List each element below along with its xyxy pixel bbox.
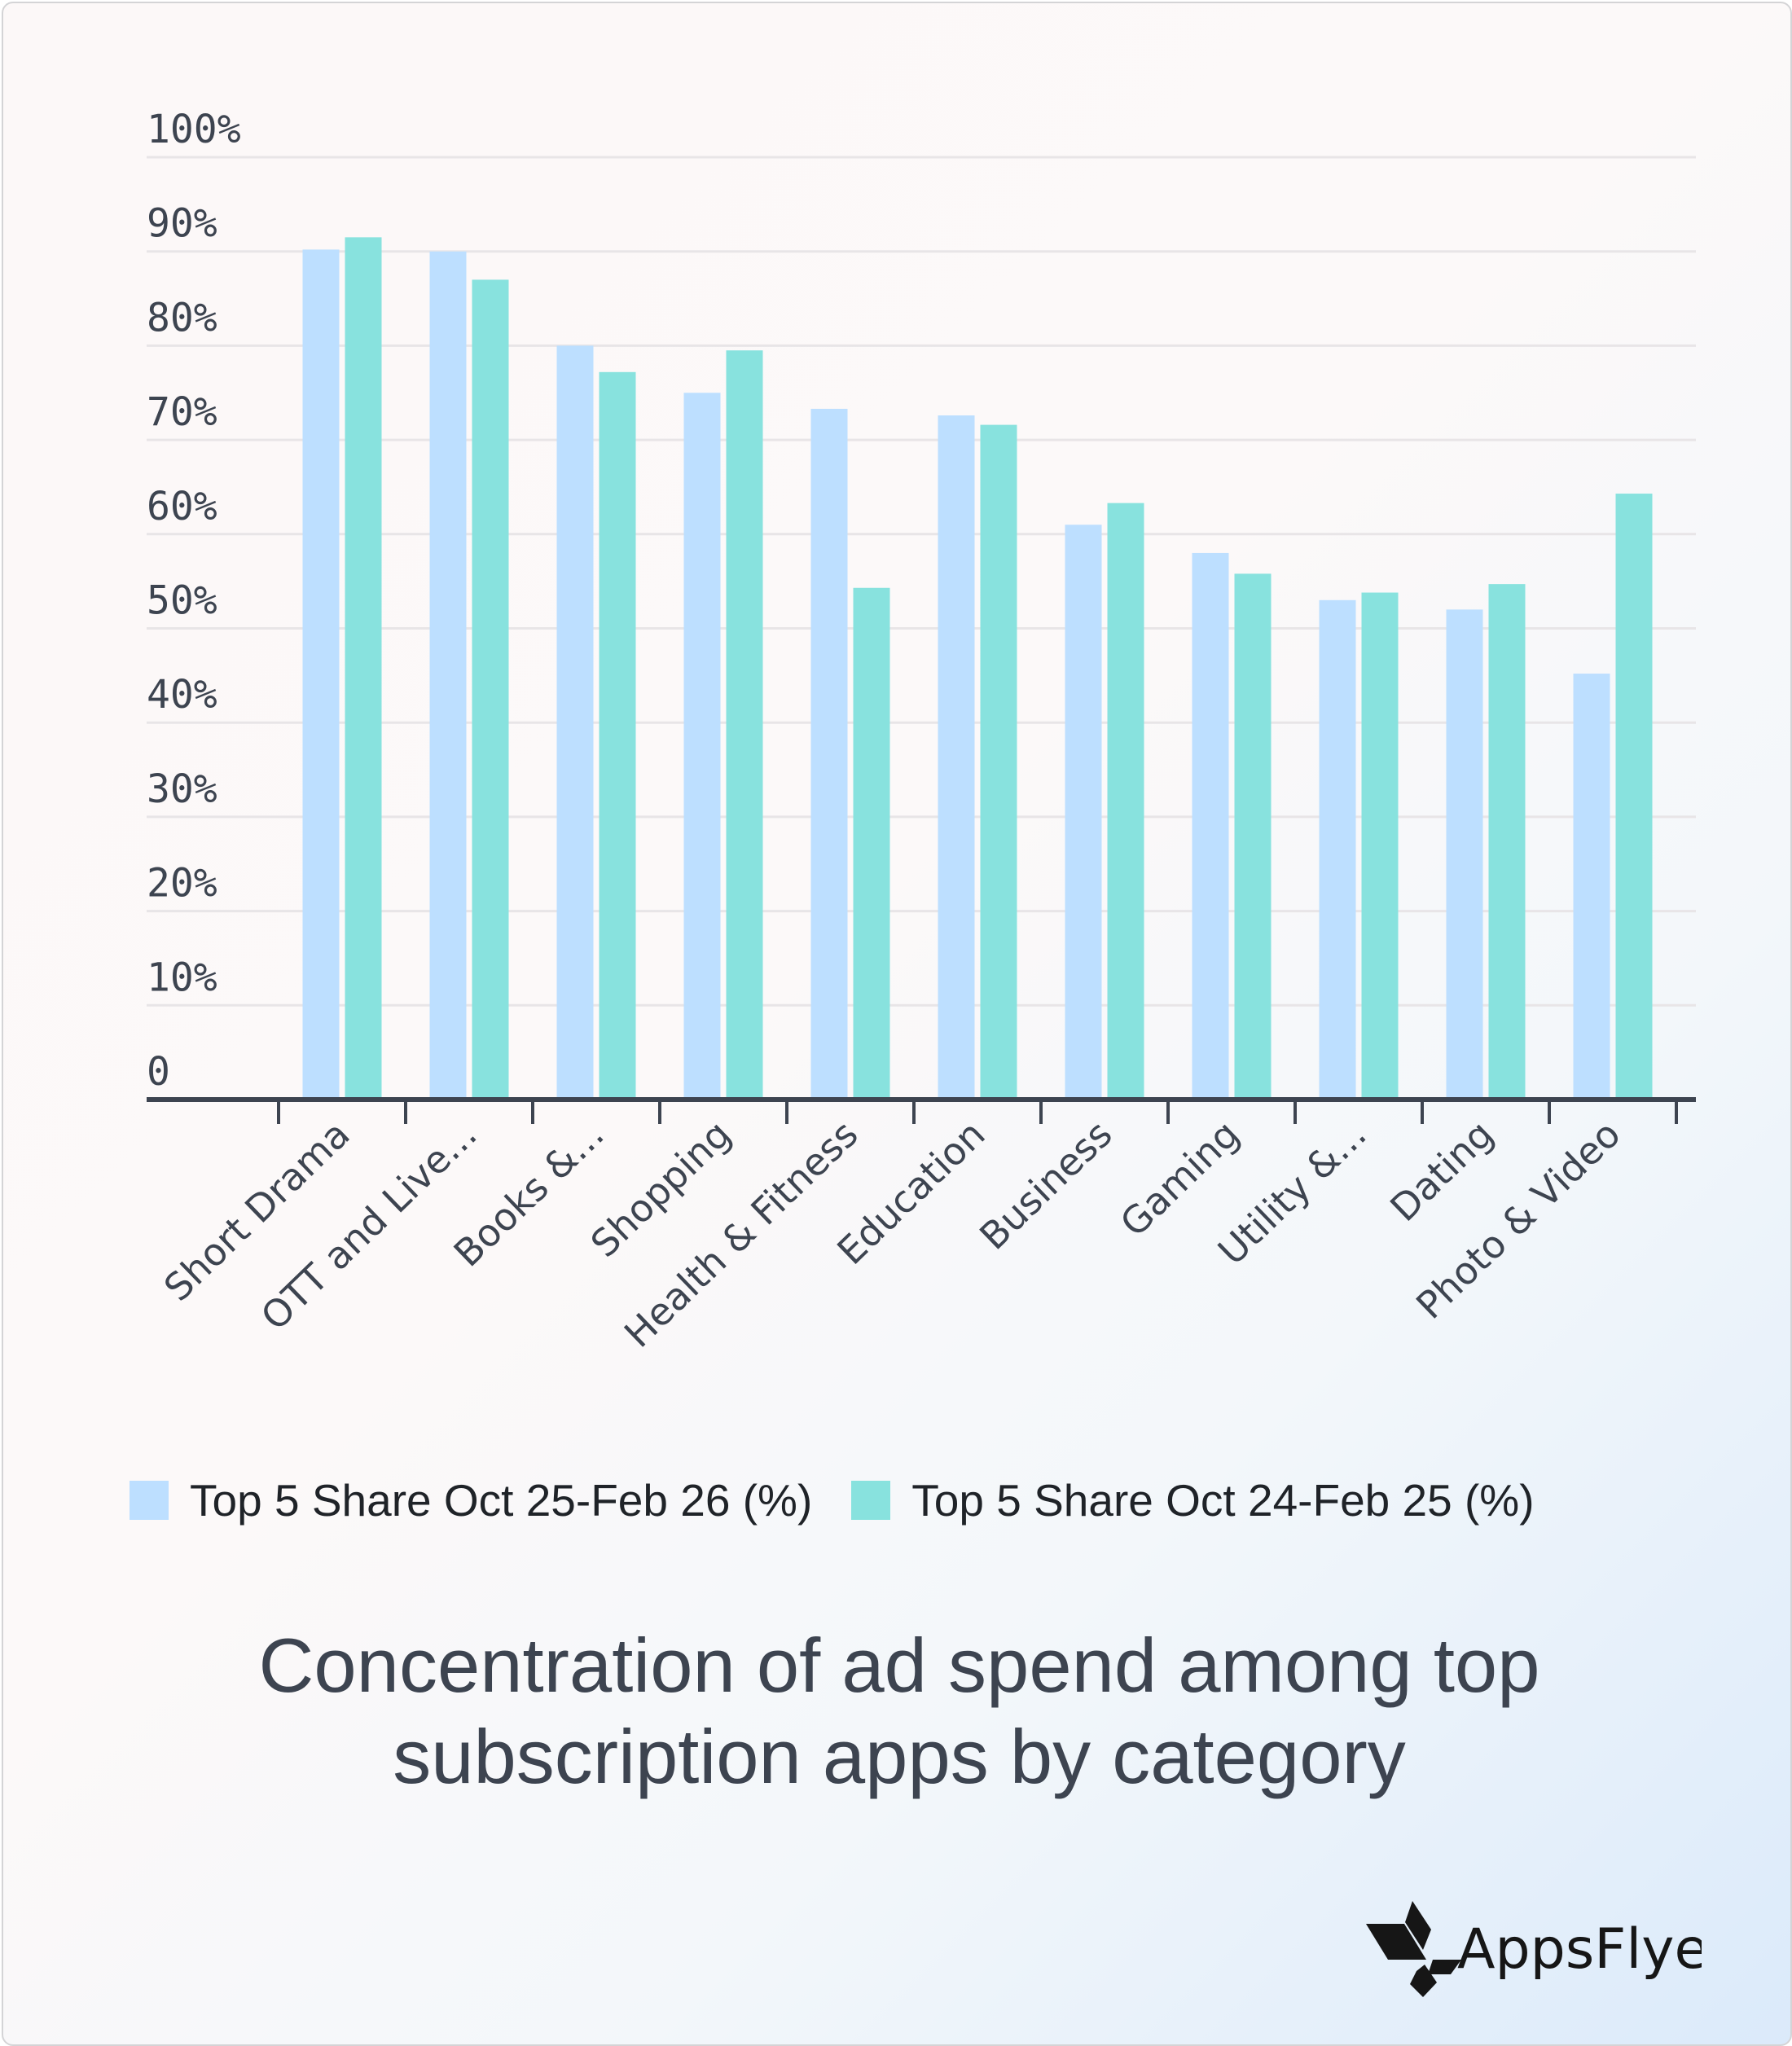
legend-swatch <box>851 1481 891 1520</box>
bar-previous <box>726 350 763 1100</box>
bar-current <box>1446 609 1483 1100</box>
legend-swatch <box>130 1481 169 1520</box>
y-tick-label: 40% <box>147 672 217 718</box>
bar-current <box>1319 599 1356 1100</box>
bar-previous <box>980 424 1017 1100</box>
y-tick-label: 100% <box>147 107 241 152</box>
title-line: subscription apps by category <box>393 1714 1406 1799</box>
legend-label: Top 5 Share Oct 25-Feb 26 (%) <box>190 1475 813 1526</box>
legend-item-current: Top 5 Share Oct 25-Feb 26 (%) <box>130 1474 812 1526</box>
bar-previous <box>1615 494 1653 1100</box>
legend-item-previous: Top 5 Share Oct 24-Feb 25 (%) <box>851 1474 1535 1526</box>
legend: Top 5 Share Oct 25-Feb 26 (%) Top 5 Shar… <box>130 1474 1574 1526</box>
bar-current <box>938 415 975 1100</box>
y-tick-label: 60% <box>147 484 217 529</box>
y-tick-label: 30% <box>147 766 217 812</box>
legend-label: Top 5 Share Oct 24-Feb 25 (%) <box>911 1475 1535 1526</box>
bar-current <box>1065 525 1102 1100</box>
bar-previous <box>345 237 382 1100</box>
x-tick-label: Health & Fitness <box>616 1112 867 1356</box>
svg-text:AppsFlyer: AppsFlyer <box>1457 1917 1702 1982</box>
y-tick-label: 90% <box>147 201 217 247</box>
x-tick-label: OTT and Live... <box>253 1112 485 1339</box>
bar-chart: 010%20%30%40%50%60%70%80%90%100%Short Dr… <box>147 107 1696 1356</box>
logo-mark-icon <box>1366 1901 1461 1997</box>
bar-current <box>302 249 340 1100</box>
chart-title: Concentration of ad spend among top subs… <box>3 1620 1790 1802</box>
bar-previous <box>1488 584 1526 1100</box>
bar-previous <box>853 587 890 1100</box>
bar-previous <box>599 371 636 1100</box>
bar-previous <box>472 279 509 1100</box>
bar-previous <box>1234 573 1272 1100</box>
bar-previous <box>1107 503 1144 1100</box>
y-tick-label: 50% <box>147 578 217 624</box>
y-tick-label: 70% <box>147 389 217 435</box>
y-tick-label: 80% <box>147 295 217 340</box>
y-tick-label: 0 <box>147 1049 170 1095</box>
x-tick-label: Dating <box>1381 1112 1501 1230</box>
title-line: Concentration of ad spend among top <box>258 1622 1540 1708</box>
bar-current <box>1573 674 1610 1100</box>
bar-previous <box>1361 592 1399 1100</box>
bar-current <box>810 408 848 1100</box>
appsflyer-logo: AppsFlyer <box>1366 1901 1702 1997</box>
bar-current <box>1192 552 1229 1100</box>
bar-current <box>556 345 594 1100</box>
y-tick-label: 10% <box>147 955 217 1000</box>
x-tick-label: Business <box>971 1112 1120 1258</box>
bar-current <box>683 393 721 1100</box>
bar-current <box>429 251 467 1100</box>
y-tick-label: 20% <box>147 861 217 907</box>
